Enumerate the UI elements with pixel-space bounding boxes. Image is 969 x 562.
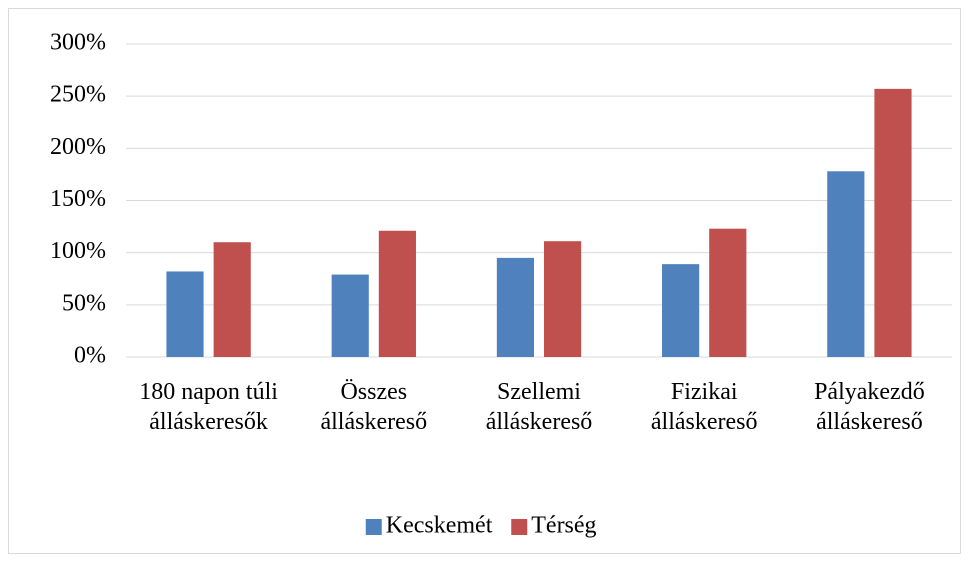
x-tick-label: 180 napon túli álláskeresők <box>139 379 278 435</box>
y-tick-label: 250% <box>50 82 106 108</box>
x-tick-label: Szellemi álláskereső <box>485 379 593 435</box>
bar <box>496 257 534 357</box>
bar <box>827 171 865 357</box>
x-tick-label: Fizikai álláskereső <box>650 379 758 435</box>
bar <box>213 242 251 357</box>
bar <box>662 264 700 357</box>
legend-label: Térség <box>531 513 596 539</box>
bar <box>331 274 369 357</box>
y-tick-label: 150% <box>50 186 106 212</box>
bar <box>709 228 747 357</box>
legend-swatch <box>365 519 382 535</box>
y-tick-label: 50% <box>62 290 106 316</box>
y-tick-label: 100% <box>50 238 106 264</box>
bar <box>874 88 912 357</box>
y-tick-label: 200% <box>50 134 106 160</box>
bar <box>378 230 416 357</box>
legend-label: Kecskemét <box>386 513 493 539</box>
x-tick-label: Pályakezdő álláskereső <box>814 379 925 435</box>
legend-swatch <box>511 519 528 535</box>
y-tick-label: 300% <box>50 30 106 56</box>
bar <box>544 241 582 357</box>
x-tick-label: Összes álláskereső <box>320 379 428 435</box>
y-tick-label: 0% <box>74 343 106 369</box>
chart-border <box>8 8 961 554</box>
bar <box>166 271 204 357</box>
